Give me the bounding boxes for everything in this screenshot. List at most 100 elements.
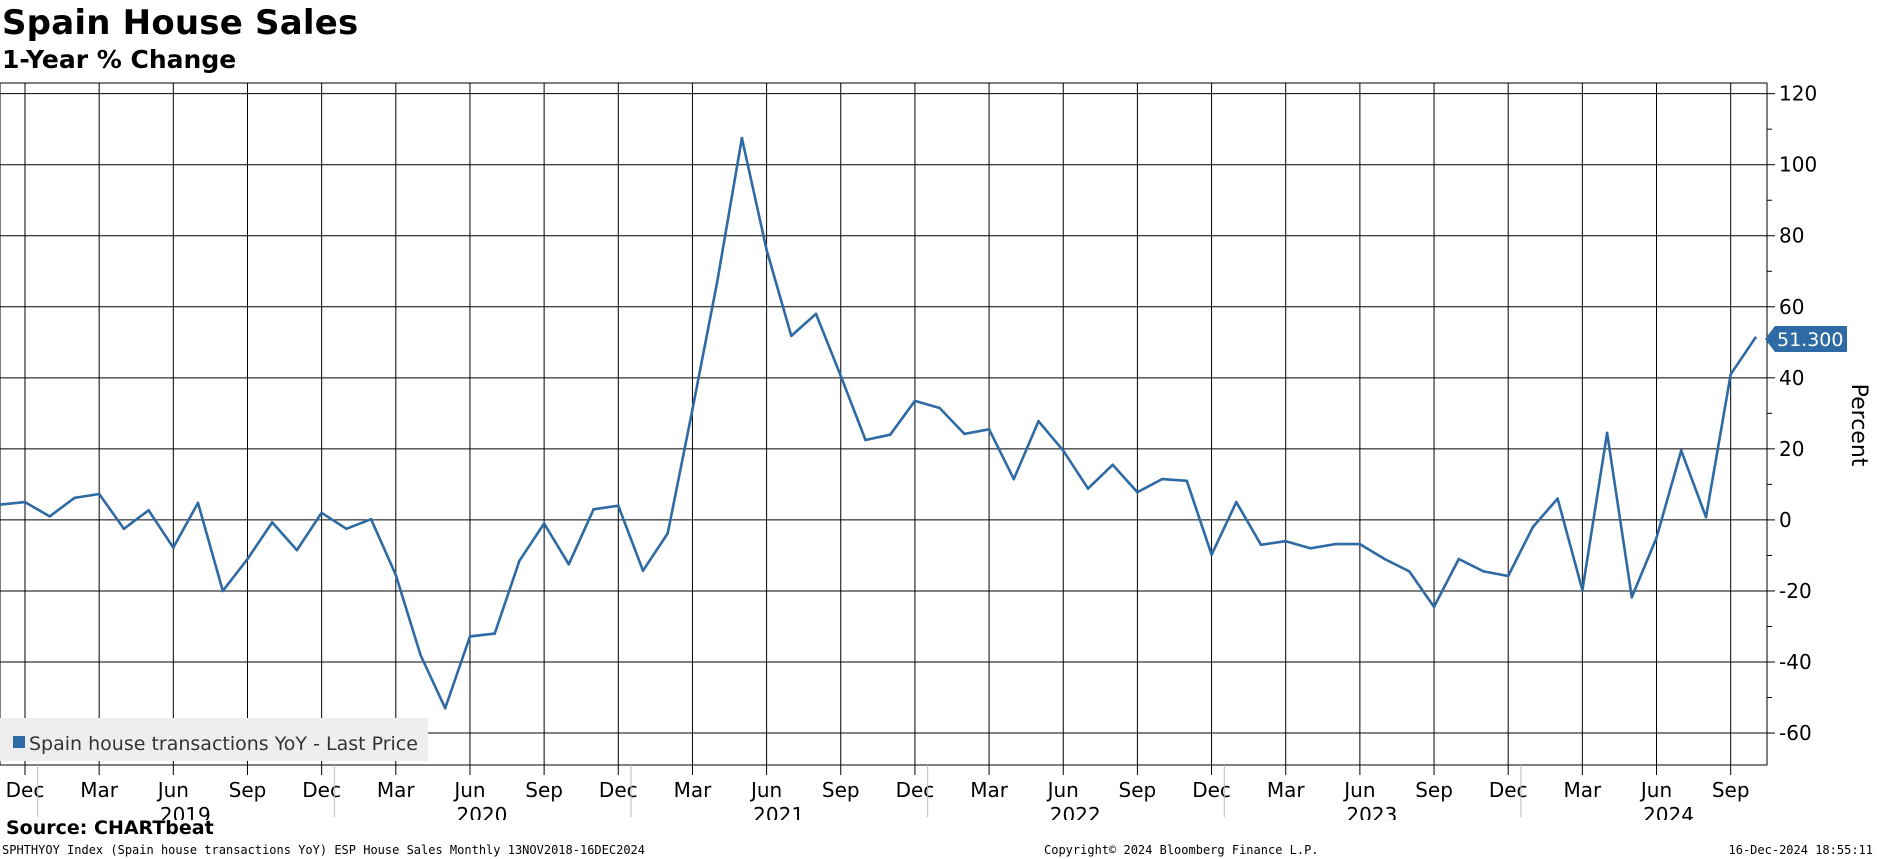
x-tick-label: Dec — [599, 778, 638, 802]
x-tick-label: Mar — [1563, 778, 1602, 802]
x-tick-label: Dec — [302, 778, 341, 802]
data-point — [913, 399, 917, 403]
data-point — [715, 280, 719, 284]
data-point — [147, 509, 150, 512]
data-point — [864, 438, 867, 442]
data-point — [518, 559, 521, 563]
data-point — [23, 500, 27, 504]
data-point — [1506, 574, 1510, 578]
data-point — [1531, 525, 1535, 529]
data-point — [369, 517, 373, 521]
data-point — [1581, 588, 1584, 592]
x-tick-label: Mar — [377, 778, 416, 802]
data-point — [1136, 490, 1139, 494]
data-point — [1556, 497, 1559, 500]
x-tick-label: Dec — [1192, 778, 1231, 802]
x-tick-label: Dec — [1489, 778, 1528, 802]
axes: 120 100 80 60 40 20 0 -20 -40 -60 Dec Mar Jun Sep Dec M… — [0, 82, 1817, 820]
data-point — [122, 527, 126, 531]
data-point — [221, 589, 225, 593]
y-tick-label: 80 — [1779, 224, 1804, 248]
data-point — [1729, 373, 1732, 376]
data-point — [1655, 536, 1658, 539]
year-label: 2021 — [753, 803, 804, 820]
x-tick-label: Dec — [6, 778, 45, 802]
x-tick-label: Sep — [525, 778, 563, 802]
data-point — [468, 635, 472, 638]
data-point — [987, 428, 991, 431]
data-point — [320, 511, 323, 515]
data-point — [270, 521, 274, 524]
data-point — [1333, 542, 1337, 546]
data-point — [443, 706, 447, 710]
year-label: 2022 — [1050, 803, 1101, 820]
last-value-badge: 51.300 — [1765, 326, 1847, 352]
data-point — [1408, 570, 1411, 573]
x-tick-label: Mar — [970, 778, 1009, 802]
data-point — [295, 548, 299, 552]
data-point — [1259, 543, 1263, 547]
data-point — [1160, 477, 1164, 481]
data-point — [345, 527, 348, 531]
x-tick-label: Dec — [896, 778, 935, 802]
source-label: Source: CHARTbeat — [6, 817, 214, 839]
data-point — [394, 573, 398, 577]
y-tick-label: -20 — [1779, 579, 1812, 603]
data-point — [196, 501, 200, 505]
data-point — [1284, 539, 1287, 543]
copyright: Copyright© 2024 Bloomberg Finance L.P. — [1044, 843, 1319, 857]
data-point — [1432, 605, 1436, 609]
data-point — [1383, 557, 1386, 561]
data-point — [542, 522, 546, 525]
data-point — [1754, 336, 1757, 340]
y-tick-label: 0 — [1779, 508, 1792, 532]
data-point — [691, 408, 694, 412]
plot-frame — [0, 82, 1768, 766]
last-value-badge-shape — [1765, 326, 1847, 352]
x-tick-label: Jun — [749, 778, 782, 802]
series-line — [0, 136, 1757, 710]
data-point — [963, 432, 966, 436]
chart-title: Spain House Sales — [2, 3, 359, 43]
x-tick-label: Mar — [674, 778, 713, 802]
year-label: 2020 — [457, 803, 508, 820]
data-point — [1086, 487, 1090, 490]
year-label: 2023 — [1346, 803, 1397, 820]
legend-label[interactable]: Spain house transactions YoY - Last Pric… — [29, 733, 418, 755]
ticker-info: SPHTHYOY Index (Spain house transactions… — [2, 843, 645, 857]
data-point — [97, 492, 101, 496]
x-tick-label: Jun — [156, 778, 189, 802]
data-point — [1605, 431, 1609, 435]
data-point — [790, 334, 793, 338]
x-tick-label: Jun — [452, 778, 485, 802]
data-point — [839, 374, 843, 378]
x-tick-label: Jun — [1342, 778, 1375, 802]
data-point — [1358, 542, 1362, 546]
data-point — [493, 632, 497, 635]
year-label: 2024 — [1643, 803, 1694, 820]
data-point — [1630, 596, 1634, 599]
data-point — [1704, 515, 1708, 519]
data-point — [1679, 449, 1683, 452]
x-tick-label: Jun — [1639, 778, 1672, 802]
data-point — [73, 496, 76, 500]
y-tick-label: 60 — [1779, 295, 1804, 319]
x-tick-label: Jun — [1046, 778, 1079, 802]
data-point — [814, 312, 818, 316]
data-point — [1235, 500, 1238, 504]
grid — [0, 83, 1767, 765]
y-axis-label: Percent — [1846, 384, 1871, 467]
data-point — [1111, 463, 1114, 467]
data-point — [567, 563, 571, 566]
chart-subtitle: 1-Year % Change — [2, 45, 237, 74]
x-tick-label: Sep — [1119, 778, 1157, 802]
x-tick-label: Sep — [822, 778, 860, 802]
data-point — [1482, 570, 1485, 573]
legend: Spain house transactions YoY - Last Pric… — [0, 718, 428, 761]
x-tick-label: Sep — [1415, 778, 1453, 802]
data-point — [1061, 449, 1065, 452]
data-point — [0, 503, 2, 506]
y-tick-label: 40 — [1779, 366, 1804, 390]
x-tick-label: Mar — [80, 778, 119, 802]
legend-background — [0, 718, 428, 761]
